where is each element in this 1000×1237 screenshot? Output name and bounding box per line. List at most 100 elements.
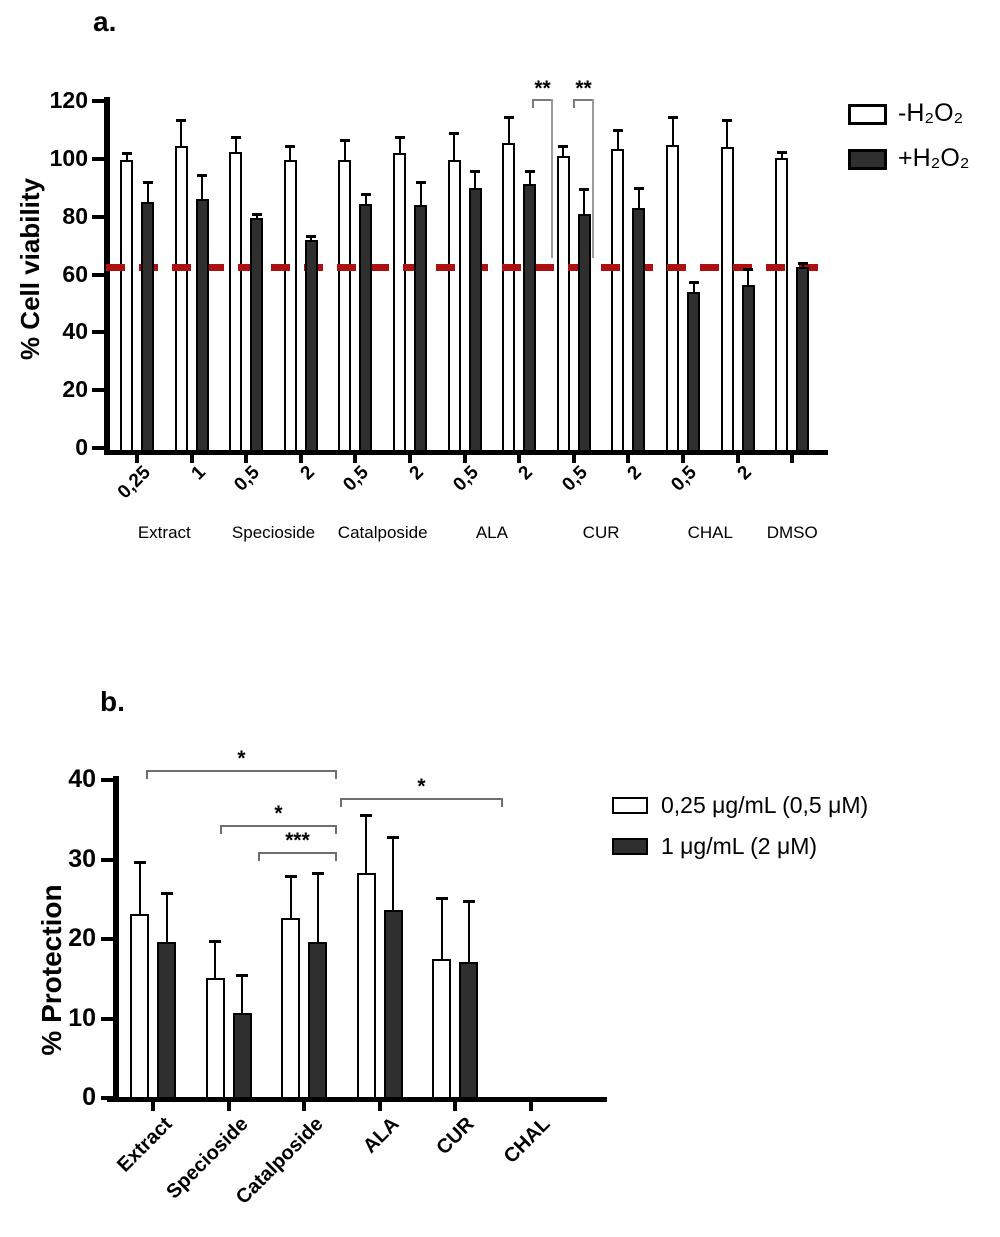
x-axis-tick [135, 455, 139, 463]
sig-bracket-tick [335, 825, 337, 834]
y-axis-tick [92, 157, 104, 161]
error-bar-cap [667, 116, 678, 120]
error-bar [726, 119, 729, 149]
y-axis [104, 97, 110, 455]
error-bar [138, 861, 141, 915]
bar [577, 213, 591, 452]
error-bar-cap [176, 118, 187, 122]
error-bar-cap [121, 152, 132, 156]
error-bar [392, 837, 394, 911]
panel-a-label: a. [93, 6, 117, 37]
error-bar-cap [142, 181, 153, 185]
y-axis-tick [92, 446, 104, 450]
sig-bracket-line [220, 825, 337, 827]
sig-bracket-tick [335, 770, 337, 779]
error-bar-cap [633, 186, 644, 190]
sig-bracket-tick [340, 798, 342, 807]
sig-label: * [237, 747, 246, 770]
x-axis-tick [517, 455, 522, 463]
bar [141, 202, 154, 452]
group-label: Specioside [231, 523, 316, 542]
error-bar-cap [339, 139, 350, 143]
bar [666, 144, 679, 452]
bar [304, 239, 318, 452]
bar [157, 942, 176, 1099]
error-bar-cap [285, 144, 296, 148]
bar [308, 942, 327, 1099]
sig-bracket-tick [335, 852, 337, 861]
bar [283, 160, 297, 452]
error-bar [214, 940, 216, 979]
bar [632, 208, 646, 452]
sig-bracket-line [146, 770, 337, 772]
bar [205, 977, 225, 1099]
sig-label: ** [534, 77, 551, 100]
error-bar-cap [160, 891, 173, 895]
bar [120, 160, 133, 452]
sig-label: * [417, 775, 426, 798]
y-axis-tick [92, 214, 104, 219]
error-bar [289, 145, 292, 162]
x-axis-tick [377, 1102, 382, 1111]
group-label: DMSO [766, 523, 818, 542]
bar [611, 148, 625, 452]
x-axis-tick [302, 1102, 306, 1111]
sig-bracket-line [340, 798, 503, 800]
error-bar-cap [797, 262, 808, 266]
bar [359, 203, 373, 452]
x-axis-tick [189, 455, 194, 463]
error-bar-cap [612, 129, 623, 133]
error-bar-cap [415, 181, 426, 185]
x-axis-tick [244, 455, 249, 463]
error-bar [343, 140, 346, 162]
error-bar-cap [435, 896, 448, 900]
sig-label: *** [285, 829, 310, 852]
bar [356, 873, 376, 1099]
error-bar [528, 170, 531, 185]
error-bar-cap [306, 234, 317, 238]
sig-bracket-tick [501, 798, 503, 807]
legend-a-swatch-plus-h2o2 [848, 149, 887, 170]
error-bar [364, 193, 367, 205]
y-axis-tick [92, 388, 104, 393]
sig-label: * [274, 802, 283, 825]
sig-bracket-tick [220, 825, 222, 834]
error-bar-cap [387, 836, 399, 840]
bar [775, 157, 789, 452]
group-label: CUR [582, 523, 620, 542]
legend-b-label-high-dose: 1 μg/mL (2 μM) [661, 833, 818, 859]
error-bar-cap [133, 860, 146, 864]
reference-line [106, 264, 822, 271]
sig-bracket-drop [551, 99, 553, 258]
error-bar-cap [776, 150, 787, 154]
y-tick-label: 80 [62, 202, 88, 229]
error-bar [583, 189, 586, 215]
error-bar [419, 182, 422, 207]
panel-b-label: b. [100, 686, 125, 717]
bar [174, 145, 188, 452]
error-bar [780, 151, 783, 159]
error-bar [562, 145, 565, 158]
x-axis-tick [735, 455, 740, 463]
error-bar-cap [503, 116, 514, 120]
error-bar [180, 119, 183, 147]
y-tick-label: 40 [68, 765, 96, 793]
bar [523, 183, 537, 452]
legend-a-label-plus-h2o2: +H₂O₂ [898, 144, 970, 172]
y-tick-label: 100 [49, 145, 88, 171]
bar [232, 1012, 252, 1099]
sig-label: ** [575, 77, 592, 100]
y-axis-tick [92, 330, 104, 335]
error-bar [507, 117, 510, 145]
bar [432, 958, 451, 1099]
y-tick-label: 20 [62, 376, 88, 403]
x-axis-tick [353, 455, 358, 463]
group-label: ALA [475, 523, 508, 542]
bar [195, 199, 209, 452]
bar [130, 913, 149, 1099]
x-axis-tick [462, 455, 467, 463]
error-bar [241, 974, 243, 1014]
error-bar-cap [284, 875, 297, 879]
y-axis-tick [92, 272, 104, 277]
y-tick-label: 0 [82, 1083, 96, 1111]
